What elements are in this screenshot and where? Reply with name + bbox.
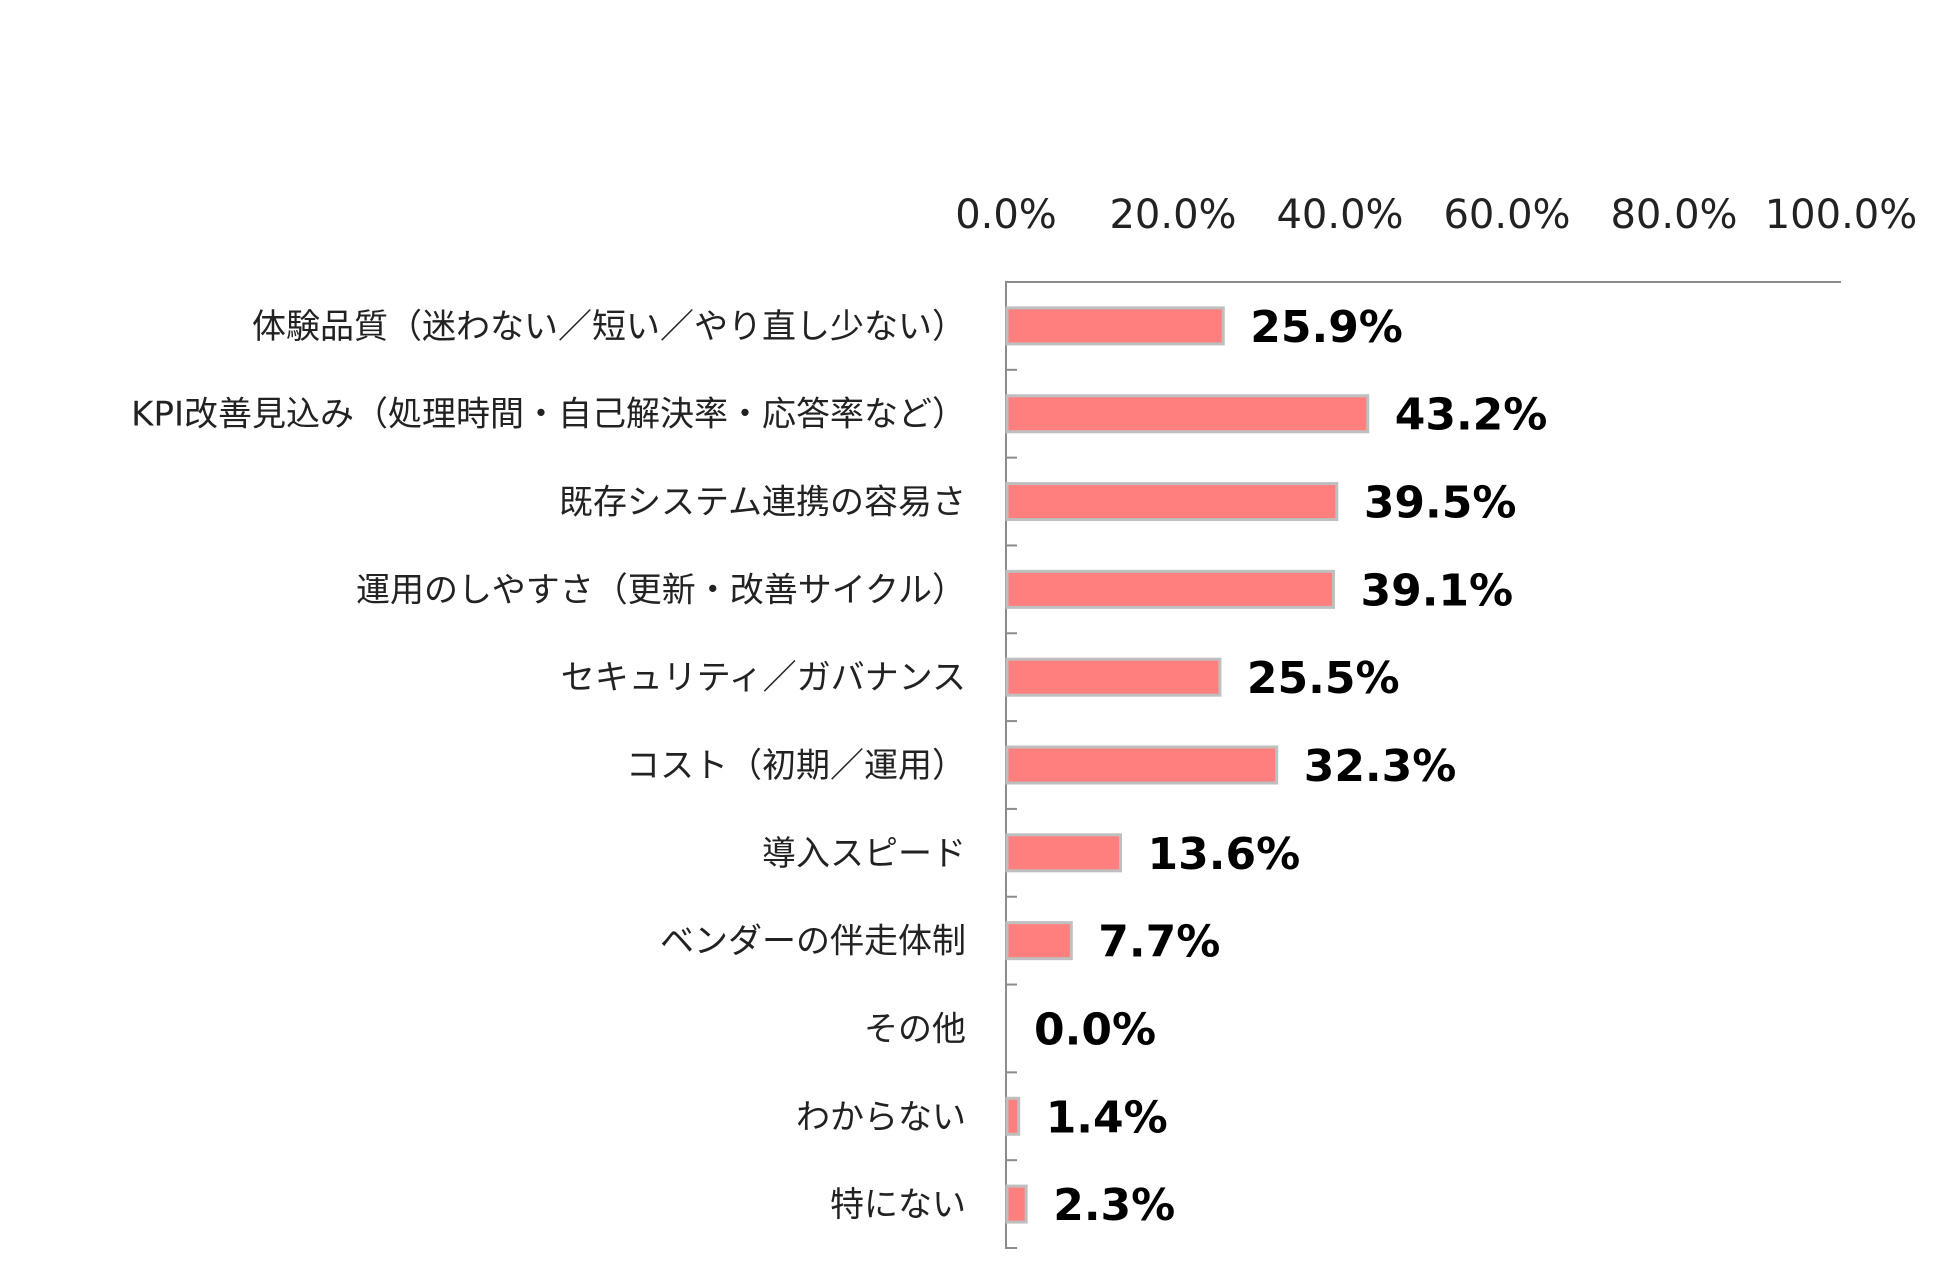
x-tick-label: 60.0% xyxy=(1443,192,1570,238)
category-label: 運用のしやすさ（更新・改善サイクル） xyxy=(356,570,966,610)
x-tick-label: 20.0% xyxy=(1109,192,1236,238)
y-axis-tick-marks xyxy=(1005,281,1017,1249)
category-label: 体験品質（迷わない／短い／やり直し少ない） xyxy=(252,307,966,347)
bar-value-label: 32.3% xyxy=(1304,741,1457,792)
x-axis-tick-labels: 0.0% 20.0% 40.0% 60.0% 80.0% 100.0% xyxy=(955,192,1917,238)
bars xyxy=(1005,306,1370,1224)
bar-value-label: 25.9% xyxy=(1250,302,1403,353)
category-label: 導入スピード xyxy=(762,834,966,874)
bar xyxy=(1005,306,1225,346)
bar-value-label: 39.1% xyxy=(1360,565,1513,616)
bar xyxy=(1005,1184,1028,1224)
bar-value-label: 43.2% xyxy=(1395,390,1548,441)
x-tick-label: 100.0% xyxy=(1765,192,1918,238)
bar-value-label: 13.6% xyxy=(1148,829,1301,880)
category-label: KPI改善見込み（処理時間・自己解決率・応答率など） xyxy=(131,395,966,435)
category-label: 既存システム連携の容易さ xyxy=(559,483,966,523)
bar xyxy=(1005,1096,1021,1136)
bar-value-label: 25.5% xyxy=(1247,653,1400,704)
bar xyxy=(1005,394,1370,434)
bar-value-label: 2.3% xyxy=(1053,1180,1175,1231)
bar xyxy=(1005,745,1279,785)
bar-value-label: 0.0% xyxy=(1034,1004,1156,1055)
category-labels: 体験品質（迷わない／短い／やり直し少ない） KPI改善見込み（処理時間・自己解決率… xyxy=(131,307,966,1225)
bar-value-label: 39.5% xyxy=(1364,478,1517,529)
category-label: セキュリティ／ガバナンス xyxy=(561,658,966,698)
x-tick-label: 40.0% xyxy=(1276,192,1403,238)
bar-value-label: 1.4% xyxy=(1046,1092,1168,1143)
bar-value-label: 7.7% xyxy=(1098,917,1220,968)
category-label: その他 xyxy=(864,1009,966,1049)
category-label: 特にない xyxy=(830,1185,966,1225)
value-labels: 25.9% 43.2% 39.5% 39.1% 25.5% 32.3%13.6% 7.7% 0… xyxy=(1034,302,1547,1231)
bar xyxy=(1005,921,1073,961)
category-label: ベンダーの伴走体制 xyxy=(660,922,966,962)
x-tick-label: 80.0% xyxy=(1610,192,1737,238)
category-label: わからない xyxy=(796,1097,966,1137)
bar xyxy=(1005,657,1222,697)
category-label: コスト（初期／運用） xyxy=(626,746,966,786)
bar xyxy=(1005,569,1335,609)
x-tick-label: 0.0% xyxy=(955,192,1057,238)
bar xyxy=(1005,482,1339,522)
bar xyxy=(1005,833,1123,873)
